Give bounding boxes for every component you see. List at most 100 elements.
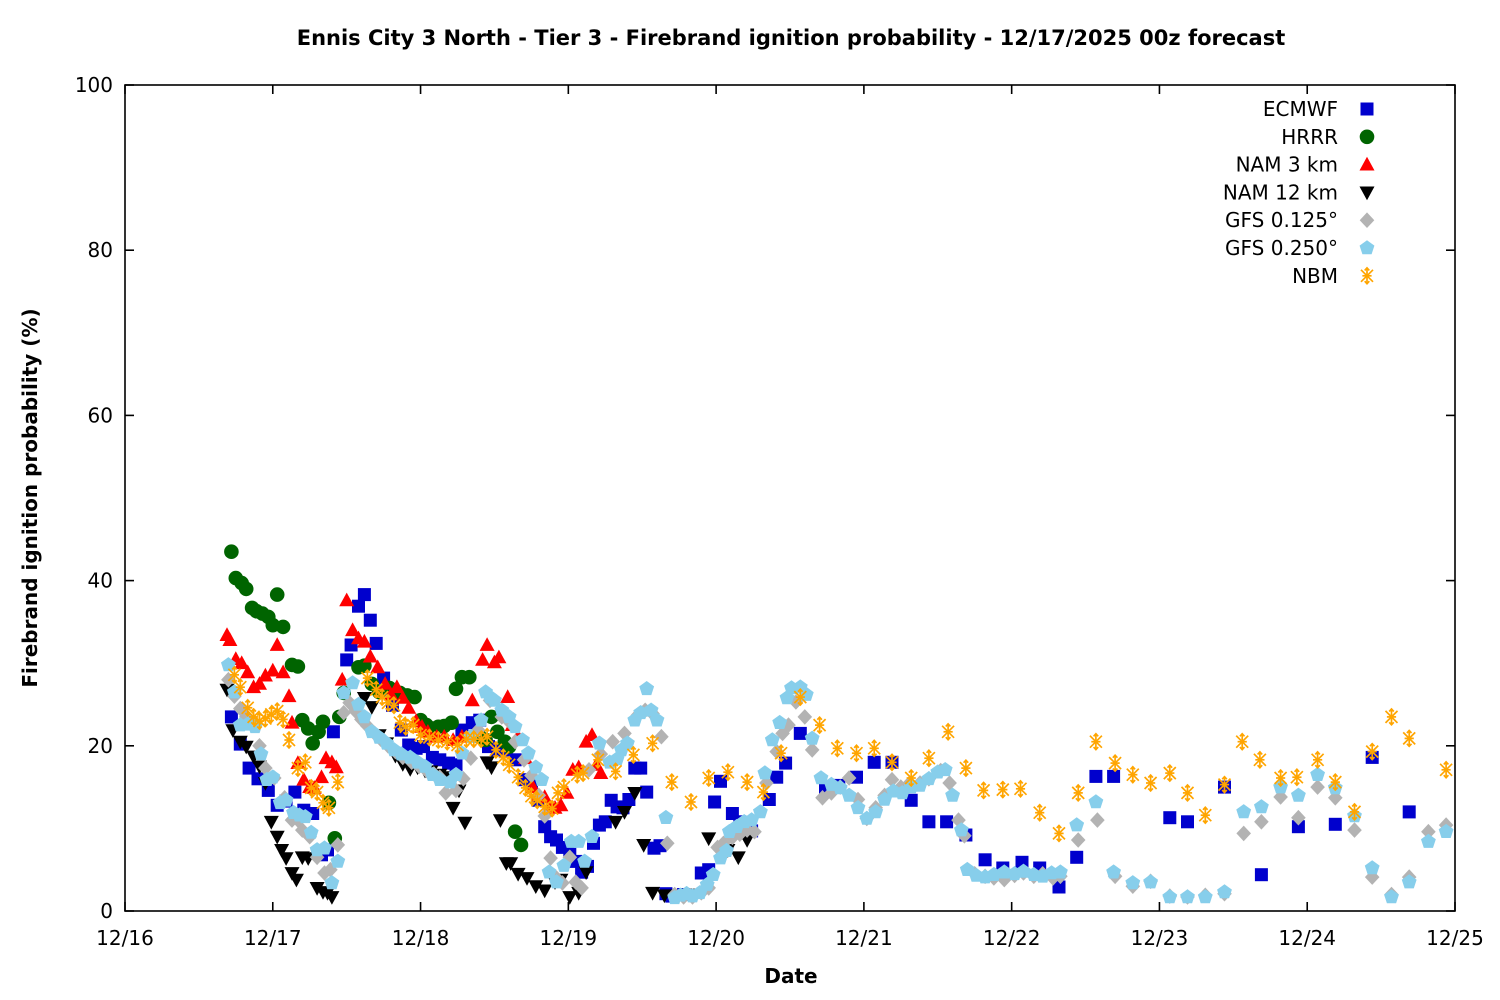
data-point xyxy=(757,765,773,780)
data-point xyxy=(740,773,754,792)
data-point xyxy=(1143,773,1158,793)
data-point xyxy=(922,815,936,829)
data-point xyxy=(1290,768,1304,787)
legend-label: HRRR xyxy=(1281,125,1338,149)
data-point xyxy=(752,804,768,819)
data-point xyxy=(1347,822,1362,838)
data-point xyxy=(812,716,827,735)
y-tick-label: 100 xyxy=(75,73,113,97)
data-point xyxy=(357,588,371,602)
data-point xyxy=(634,761,648,775)
data-point xyxy=(1290,787,1306,802)
data-point xyxy=(664,773,679,792)
x-tick-label: 12/25 xyxy=(1426,926,1484,950)
data-point xyxy=(340,653,354,667)
data-point xyxy=(941,722,955,741)
x-tick-label: 12/17 xyxy=(244,926,302,950)
data-point xyxy=(1402,729,1417,748)
data-point xyxy=(658,809,674,825)
data-point xyxy=(1180,889,1195,904)
data-point xyxy=(1162,889,1178,904)
data-point xyxy=(1052,864,1068,879)
data-point xyxy=(464,692,480,707)
data-point xyxy=(1162,764,1177,783)
data-point xyxy=(940,815,954,829)
legend-label: NBM xyxy=(1292,264,1338,288)
y-tick-label: 0 xyxy=(100,899,113,923)
data-point xyxy=(1107,769,1121,783)
data-point xyxy=(520,745,536,760)
data-point xyxy=(945,787,961,802)
legend-label: NAM 12 km xyxy=(1223,180,1338,204)
series-ecmwf xyxy=(224,588,1416,903)
data-point xyxy=(793,726,807,740)
data-point xyxy=(500,689,516,703)
data-point xyxy=(1032,803,1047,822)
data-point xyxy=(345,675,361,690)
data-point xyxy=(867,755,881,769)
data-point xyxy=(457,816,473,831)
legend-label: ECMWF xyxy=(1263,97,1338,121)
legend-label: GFS 0.125° xyxy=(1225,208,1338,232)
data-point xyxy=(1180,783,1195,802)
data-point xyxy=(1070,832,1086,848)
data-point xyxy=(1364,860,1380,875)
data-point xyxy=(1125,765,1140,784)
data-point xyxy=(1253,799,1269,814)
data-point xyxy=(275,619,291,635)
data-point xyxy=(867,739,882,758)
data-point xyxy=(1235,732,1250,751)
data-point xyxy=(339,592,355,607)
y-tick-label: 20 xyxy=(88,734,113,758)
data-point xyxy=(281,688,297,703)
data-point xyxy=(708,795,722,809)
data-point xyxy=(330,773,345,792)
data-point xyxy=(640,785,654,799)
legend: ECMWF HRRR NAM 3 km NAM 12 km GFS 0.125° GFS … xyxy=(1223,97,1375,288)
data-point xyxy=(942,775,957,791)
data-point xyxy=(1070,850,1084,864)
data-point xyxy=(1069,817,1085,832)
data-point xyxy=(978,853,992,867)
y-axis-title: Firebrand ignition probability (%) xyxy=(18,308,42,688)
data-point xyxy=(475,652,491,666)
data-point xyxy=(772,714,788,730)
data-point xyxy=(701,768,716,788)
data-point xyxy=(263,815,279,830)
data-point xyxy=(1088,794,1104,809)
data-point xyxy=(1106,864,1122,879)
data-point xyxy=(995,780,1010,799)
x-tick-label: 12/24 xyxy=(1278,926,1336,950)
data-point xyxy=(492,814,508,828)
data-point xyxy=(1089,732,1103,751)
x-tick-label: 12/23 xyxy=(1131,926,1189,950)
data-point xyxy=(959,759,973,778)
data-point xyxy=(507,824,523,839)
data-point xyxy=(714,774,727,788)
data-point xyxy=(537,884,553,899)
data-point xyxy=(1108,754,1122,773)
chart-title: Ennis City 3 North - Tier 3 - Firebrand … xyxy=(296,26,1286,50)
plot-frame: 12/16 12/17 12/18 12/19 12/20 12/21 12/22 12/23… xyxy=(75,73,1484,950)
data-point xyxy=(445,801,461,816)
x-tick-label: 12/22 xyxy=(983,926,1041,950)
data-point xyxy=(1163,811,1177,825)
y-tick-label: 40 xyxy=(88,569,113,593)
data-point xyxy=(315,714,331,730)
data-point xyxy=(444,715,459,730)
data-point xyxy=(462,669,477,685)
data-point xyxy=(543,850,558,866)
data-point xyxy=(1439,760,1453,779)
data-point xyxy=(1254,814,1269,830)
data-point xyxy=(1328,817,1342,831)
data-point xyxy=(326,725,340,739)
data-point xyxy=(1198,806,1213,825)
y-tick-label: 60 xyxy=(88,403,113,427)
data-point xyxy=(654,728,669,745)
data-point xyxy=(1384,707,1399,726)
data-point xyxy=(1253,750,1267,769)
data-point xyxy=(1052,824,1066,843)
data-point xyxy=(1384,889,1399,904)
